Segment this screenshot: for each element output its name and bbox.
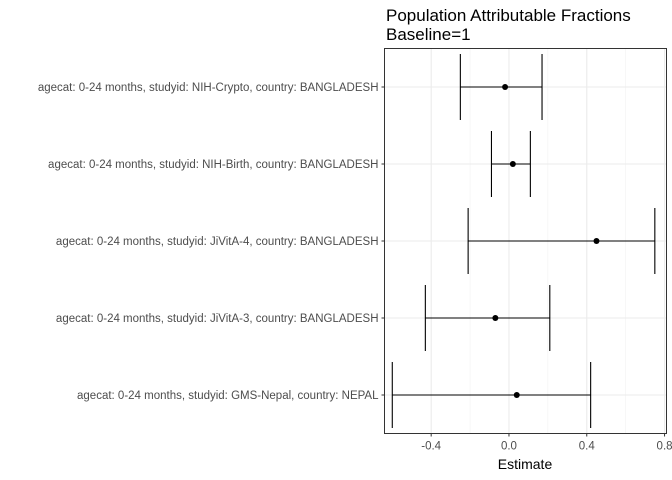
y-tick-label: agecat: 0-24 months, studyid: GMS-Nepal,…: [77, 390, 379, 402]
chart-title-line-2: Baseline=1: [386, 25, 471, 44]
point-estimate: [593, 238, 600, 244]
y-tick-label: agecat: 0-24 months, studyid: NIH-Birth,…: [48, 159, 378, 171]
estimate-row: agecat: 0-24 months, studyid: JiVitA-4, …: [56, 208, 656, 274]
x-axis-ticks: -0.4 0.0 0.4 0.8: [421, 433, 672, 453]
x-tick-label: 0.8: [657, 441, 672, 453]
point-estimate: [509, 161, 516, 167]
estimate-row: agecat: 0-24 months, studyid: JiVitA-3, …: [56, 285, 551, 351]
estimate-row: agecat: 0-24 months, studyid: NIH-Crypto…: [38, 54, 543, 120]
estimate-row: agecat: 0-24 months, studyid: GMS-Nepal,…: [77, 362, 592, 428]
x-tick-label: -0.4: [421, 441, 441, 453]
x-axis-label: Estimate: [498, 456, 553, 472]
x-tick-label: 0.0: [501, 441, 517, 453]
y-tick-label: agecat: 0-24 months, studyid: NIH-Crypto…: [38, 82, 379, 94]
point-estimate: [513, 392, 520, 398]
y-tick-label: agecat: 0-24 months, studyid: JiVitA-3, …: [56, 313, 379, 325]
x-tick-label: 0.4: [579, 441, 596, 453]
y-tick-label: agecat: 0-24 months, studyid: JiVitA-4, …: [56, 236, 379, 248]
plot-panel-border: [384, 48, 667, 434]
chart-title-line-1: Population Attributable Fractions: [386, 6, 631, 25]
point-estimate: [502, 84, 509, 90]
point-estimate: [492, 315, 499, 321]
estimate-row: agecat: 0-24 months, studyid: NIH-Birth,…: [48, 131, 531, 197]
estimate-rows: agecat: 0-24 months, studyid: NIH-Crypto…: [38, 54, 656, 428]
